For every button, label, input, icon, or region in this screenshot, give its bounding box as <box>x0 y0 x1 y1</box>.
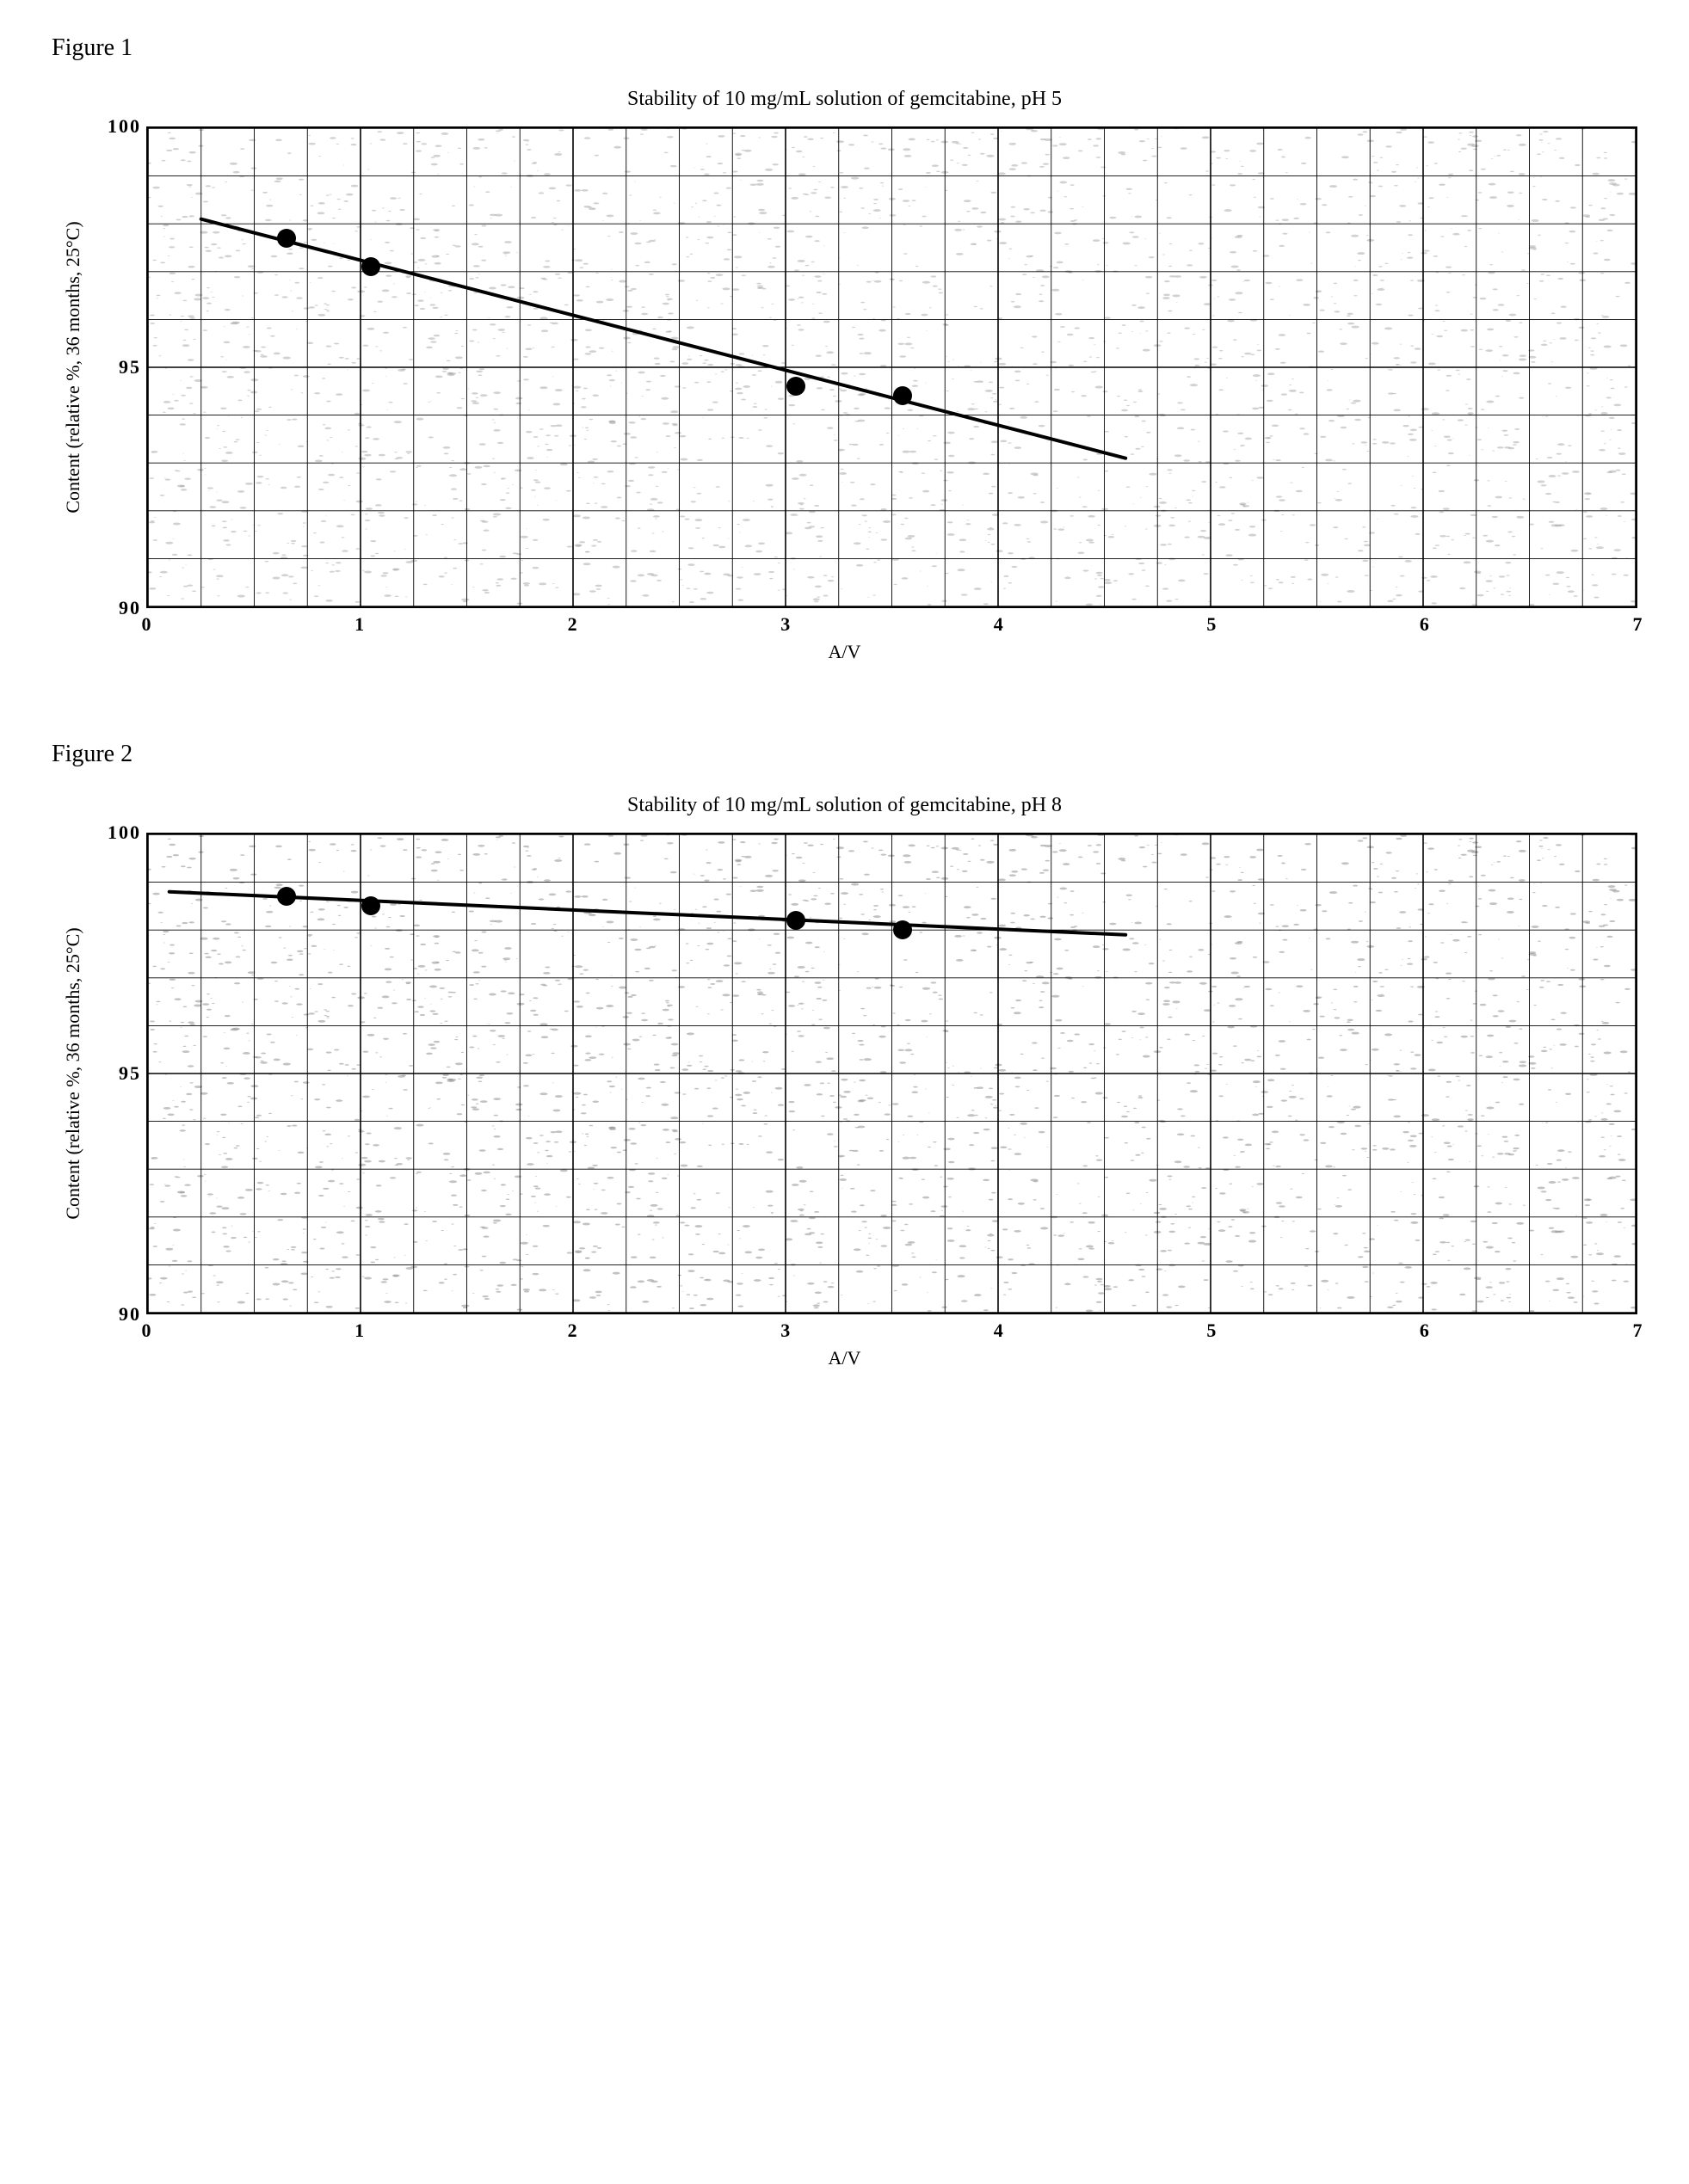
y-axis-label: Content (relative %, 36 months, 25°C) <box>62 927 84 1219</box>
y-tick-label: 90 <box>119 1303 141 1326</box>
x-axis-label: A/V <box>52 1347 1637 1369</box>
y-tick-label: 100 <box>108 115 141 138</box>
figure-block: Figure 2 Stability of 10 mg/mL solution o… <box>52 741 1637 1369</box>
x-tick-label: 4 <box>994 613 1003 636</box>
data-point-marker <box>277 229 296 248</box>
y-axis-label-cell: Content (relative %, 36 months, 25°C) <box>52 126 95 608</box>
plot-cell <box>146 833 1637 1314</box>
chart-row: Content (relative %, 36 months, 25°C) 909… <box>52 833 1637 1314</box>
x-tick-row: 01234567 <box>52 1320 1637 1344</box>
x-axis-label: A/V <box>52 641 1637 663</box>
x-tick-label: 7 <box>1633 1320 1643 1342</box>
plot-area <box>146 126 1637 608</box>
x-tick-label: 0 <box>142 613 151 636</box>
data-layer <box>148 128 1636 606</box>
x-tick-label: 3 <box>780 1320 790 1342</box>
x-tick-label: 5 <box>1206 1320 1216 1342</box>
x-tick-area: 01234567 <box>146 1320 1637 1344</box>
x-tick-label: 4 <box>994 1320 1003 1342</box>
data-point-marker <box>277 887 296 906</box>
x-tick-area: 01234567 <box>146 613 1637 637</box>
x-tick-label: 2 <box>568 1320 577 1342</box>
y-tick-label: 95 <box>119 356 141 378</box>
y-tick-label: 100 <box>108 821 141 844</box>
y-tick-label: 90 <box>119 597 141 619</box>
chart-title: Stability of 10 mg/mL solution of gemcit… <box>52 794 1637 817</box>
y-tick-cell: 9095100 <box>95 833 146 1314</box>
figure-label: Figure 1 <box>52 34 1637 62</box>
y-axis-label-cell: Content (relative %, 36 months, 25°C) <box>52 833 95 1314</box>
x-tick-label: 1 <box>354 613 364 636</box>
chart-row: Content (relative %, 36 months, 25°C) 909… <box>52 126 1637 608</box>
x-tick-label: 3 <box>780 613 790 636</box>
x-tick-row: 01234567 <box>52 613 1637 637</box>
x-tick-label: 6 <box>1420 1320 1429 1342</box>
figure-label: Figure 2 <box>52 741 1637 768</box>
plot-area <box>146 833 1637 1314</box>
y-axis-label: Content (relative %, 36 months, 25°C) <box>62 221 84 513</box>
plot-cell <box>146 126 1637 608</box>
y-tick-cell: 9095100 <box>95 126 146 608</box>
figure-block: Figure 1 Stability of 10 mg/mL solution o… <box>52 34 1637 663</box>
x-tick-label: 5 <box>1206 613 1216 636</box>
y-tick-label: 95 <box>119 1062 141 1085</box>
x-tick-label: 7 <box>1633 613 1643 636</box>
x-tick-label: 2 <box>568 613 577 636</box>
x-tick-label: 6 <box>1420 613 1429 636</box>
x-tick-label: 0 <box>142 1320 151 1342</box>
data-point-marker <box>893 920 912 939</box>
chart-title: Stability of 10 mg/mL solution of gemcit… <box>52 88 1637 111</box>
x-tick-label: 1 <box>354 1320 364 1342</box>
